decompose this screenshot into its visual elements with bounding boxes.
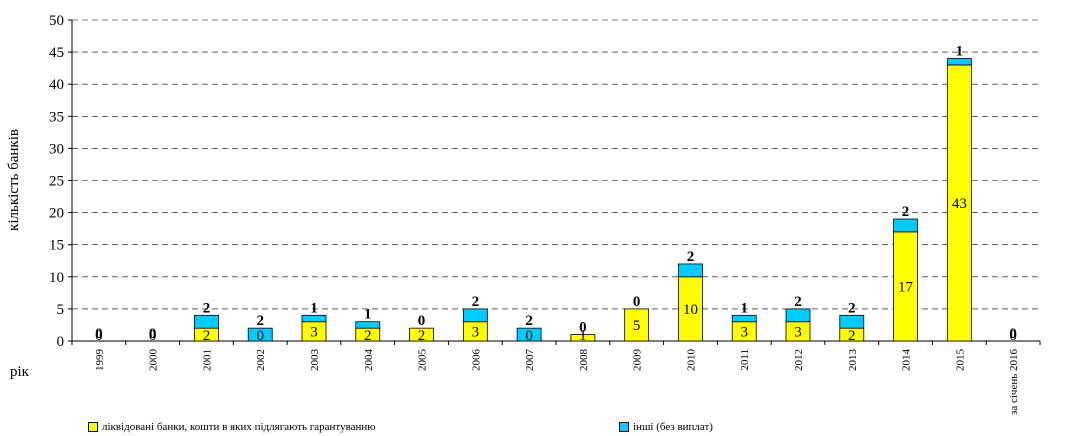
bar-other bbox=[785, 308, 811, 323]
x-tick-label: 2003 bbox=[309, 349, 321, 372]
data-label-other: 2 bbox=[472, 294, 480, 310]
bar-other bbox=[355, 321, 381, 329]
y-tick-labels: 0 5 10 15 20 25 30 35 40 45 50 bbox=[49, 13, 64, 350]
data-label-guaranteed: 0 bbox=[256, 328, 264, 344]
data-label-guaranteed: 5 bbox=[633, 318, 641, 334]
data-label-other: 0 bbox=[95, 326, 103, 342]
gridlines bbox=[72, 19, 1040, 310]
axes bbox=[68, 19, 1041, 345]
data-label-other: 2 bbox=[687, 249, 695, 265]
bar-guaranteed bbox=[893, 231, 918, 342]
data-label-other: 1 bbox=[310, 300, 318, 316]
data-label-guaranteed: 17 bbox=[898, 279, 914, 295]
y-tick-label: 50 bbox=[49, 13, 64, 29]
bar-other bbox=[194, 314, 219, 329]
y-tick-label: 15 bbox=[49, 238, 64, 254]
x-tick-label: 2001 bbox=[201, 349, 213, 371]
x-tick-label: 1999 bbox=[94, 349, 106, 372]
x-tick-labels: 1999 2000 2001 2002 2003 2004 2005 2006 2007 2008… bbox=[94, 349, 1020, 415]
bar-other bbox=[678, 263, 703, 278]
legend-item-other: інші (без виплат) bbox=[619, 421, 713, 433]
data-label-guaranteed: 2 bbox=[418, 328, 426, 344]
y-tick-label: 5 bbox=[57, 302, 65, 318]
data-label-other: 1 bbox=[364, 307, 372, 323]
legend-label-other: інші (без виплат) bbox=[633, 421, 713, 433]
y-tick-label: 45 bbox=[49, 45, 64, 61]
x-tick-label: 2007 bbox=[524, 349, 536, 372]
y-tick-label: 25 bbox=[49, 174, 64, 190]
data-label-guaranteed: 0 bbox=[95, 328, 103, 344]
data-label-guaranteed: 2 bbox=[364, 328, 372, 344]
y-tick-label: 30 bbox=[49, 141, 64, 157]
bar-other bbox=[516, 327, 542, 342]
legend-item-guaranteed: ліквідовані банки, кошти в яких підлягаю… bbox=[88, 421, 376, 433]
y-tick-label: 40 bbox=[49, 77, 64, 93]
bar-guaranteed bbox=[409, 327, 434, 342]
bar-guaranteed bbox=[624, 308, 650, 342]
x-tick-label: 2009 bbox=[632, 349, 644, 372]
legend-swatch-yellow bbox=[88, 422, 98, 432]
data-label-other: 2 bbox=[203, 300, 211, 316]
x-tick-label: 2002 bbox=[255, 349, 267, 371]
x-tick-label: 2008 bbox=[578, 349, 590, 372]
bar-other bbox=[301, 314, 327, 323]
y-tick-label: 35 bbox=[49, 109, 64, 125]
y-tick-label: 20 bbox=[49, 206, 64, 222]
data-label-guaranteed: 2 bbox=[203, 328, 211, 344]
x-tick-label: 2011 bbox=[739, 349, 751, 371]
data-label-other: 2 bbox=[525, 313, 533, 329]
bar-other bbox=[462, 308, 488, 323]
x-tick-label: 2015 bbox=[954, 349, 966, 372]
data-label-guaranteed: 43 bbox=[952, 196, 967, 212]
data-label-other: 0 bbox=[633, 294, 641, 310]
x-tick-label: 2014 bbox=[901, 349, 913, 372]
x-tick-label: за січень 2016 bbox=[1008, 349, 1020, 415]
data-label-guaranteed: 3 bbox=[740, 324, 748, 340]
data-label-other: 2 bbox=[256, 313, 264, 329]
data-label-other: 2 bbox=[902, 204, 910, 220]
x-axis-label: рік bbox=[10, 364, 30, 380]
y-tick-label: 0 bbox=[57, 334, 65, 350]
bar-guaranteed bbox=[946, 64, 972, 342]
legend: ліквідовані банки, кошти в яких підлягаю… bbox=[0, 421, 1082, 435]
legend-label-guaranteed: ліквідовані банки, кошти в яких підлягаю… bbox=[102, 421, 376, 433]
bar-other bbox=[893, 218, 918, 233]
data-label-guaranteed: 2 bbox=[848, 328, 856, 344]
data-label-other: 0 bbox=[579, 320, 587, 336]
bar-guaranteed bbox=[570, 334, 596, 342]
data-label-other: 2 bbox=[794, 294, 802, 310]
x-tick-label: 2005 bbox=[417, 349, 429, 372]
data-label-guaranteed: 0 bbox=[525, 328, 533, 344]
data-label-other: 2 bbox=[848, 300, 856, 316]
data-label-other: 0 bbox=[1009, 326, 1017, 342]
bar-guaranteed bbox=[678, 276, 703, 342]
bar-other bbox=[731, 314, 757, 323]
y-axis-label: кількість банків bbox=[6, 129, 22, 231]
data-label-other: 1 bbox=[740, 300, 748, 316]
data-label-guaranteed: 3 bbox=[472, 324, 480, 340]
data-label-guaranteed: 0 bbox=[1009, 328, 1017, 344]
x-tick-label: 2006 bbox=[470, 349, 482, 372]
legend-swatch-blue bbox=[619, 422, 629, 432]
data-label-other: 0 bbox=[149, 326, 157, 342]
data-label-other: 1 bbox=[956, 44, 964, 60]
data-label-other: 0 bbox=[418, 313, 426, 329]
x-tick-label: 2012 bbox=[793, 349, 805, 371]
data-label-guaranteed: 0 bbox=[149, 328, 157, 344]
bars bbox=[194, 58, 972, 342]
data-label-guaranteed: 1 bbox=[579, 328, 587, 344]
x-tick-label: 2013 bbox=[847, 349, 859, 372]
bar-other bbox=[247, 327, 273, 342]
y-tick-label: 10 bbox=[49, 270, 64, 286]
bar-other bbox=[946, 58, 972, 66]
bar-other bbox=[839, 314, 865, 329]
x-tick-label: 2010 bbox=[685, 349, 697, 372]
data-label-guaranteed: 10 bbox=[683, 302, 698, 318]
x-tick-label: 2000 bbox=[148, 349, 160, 372]
data-label-guaranteed: 3 bbox=[310, 324, 318, 340]
x-tick-label: 2004 bbox=[363, 349, 375, 372]
data-label-guaranteed: 3 bbox=[794, 324, 802, 340]
